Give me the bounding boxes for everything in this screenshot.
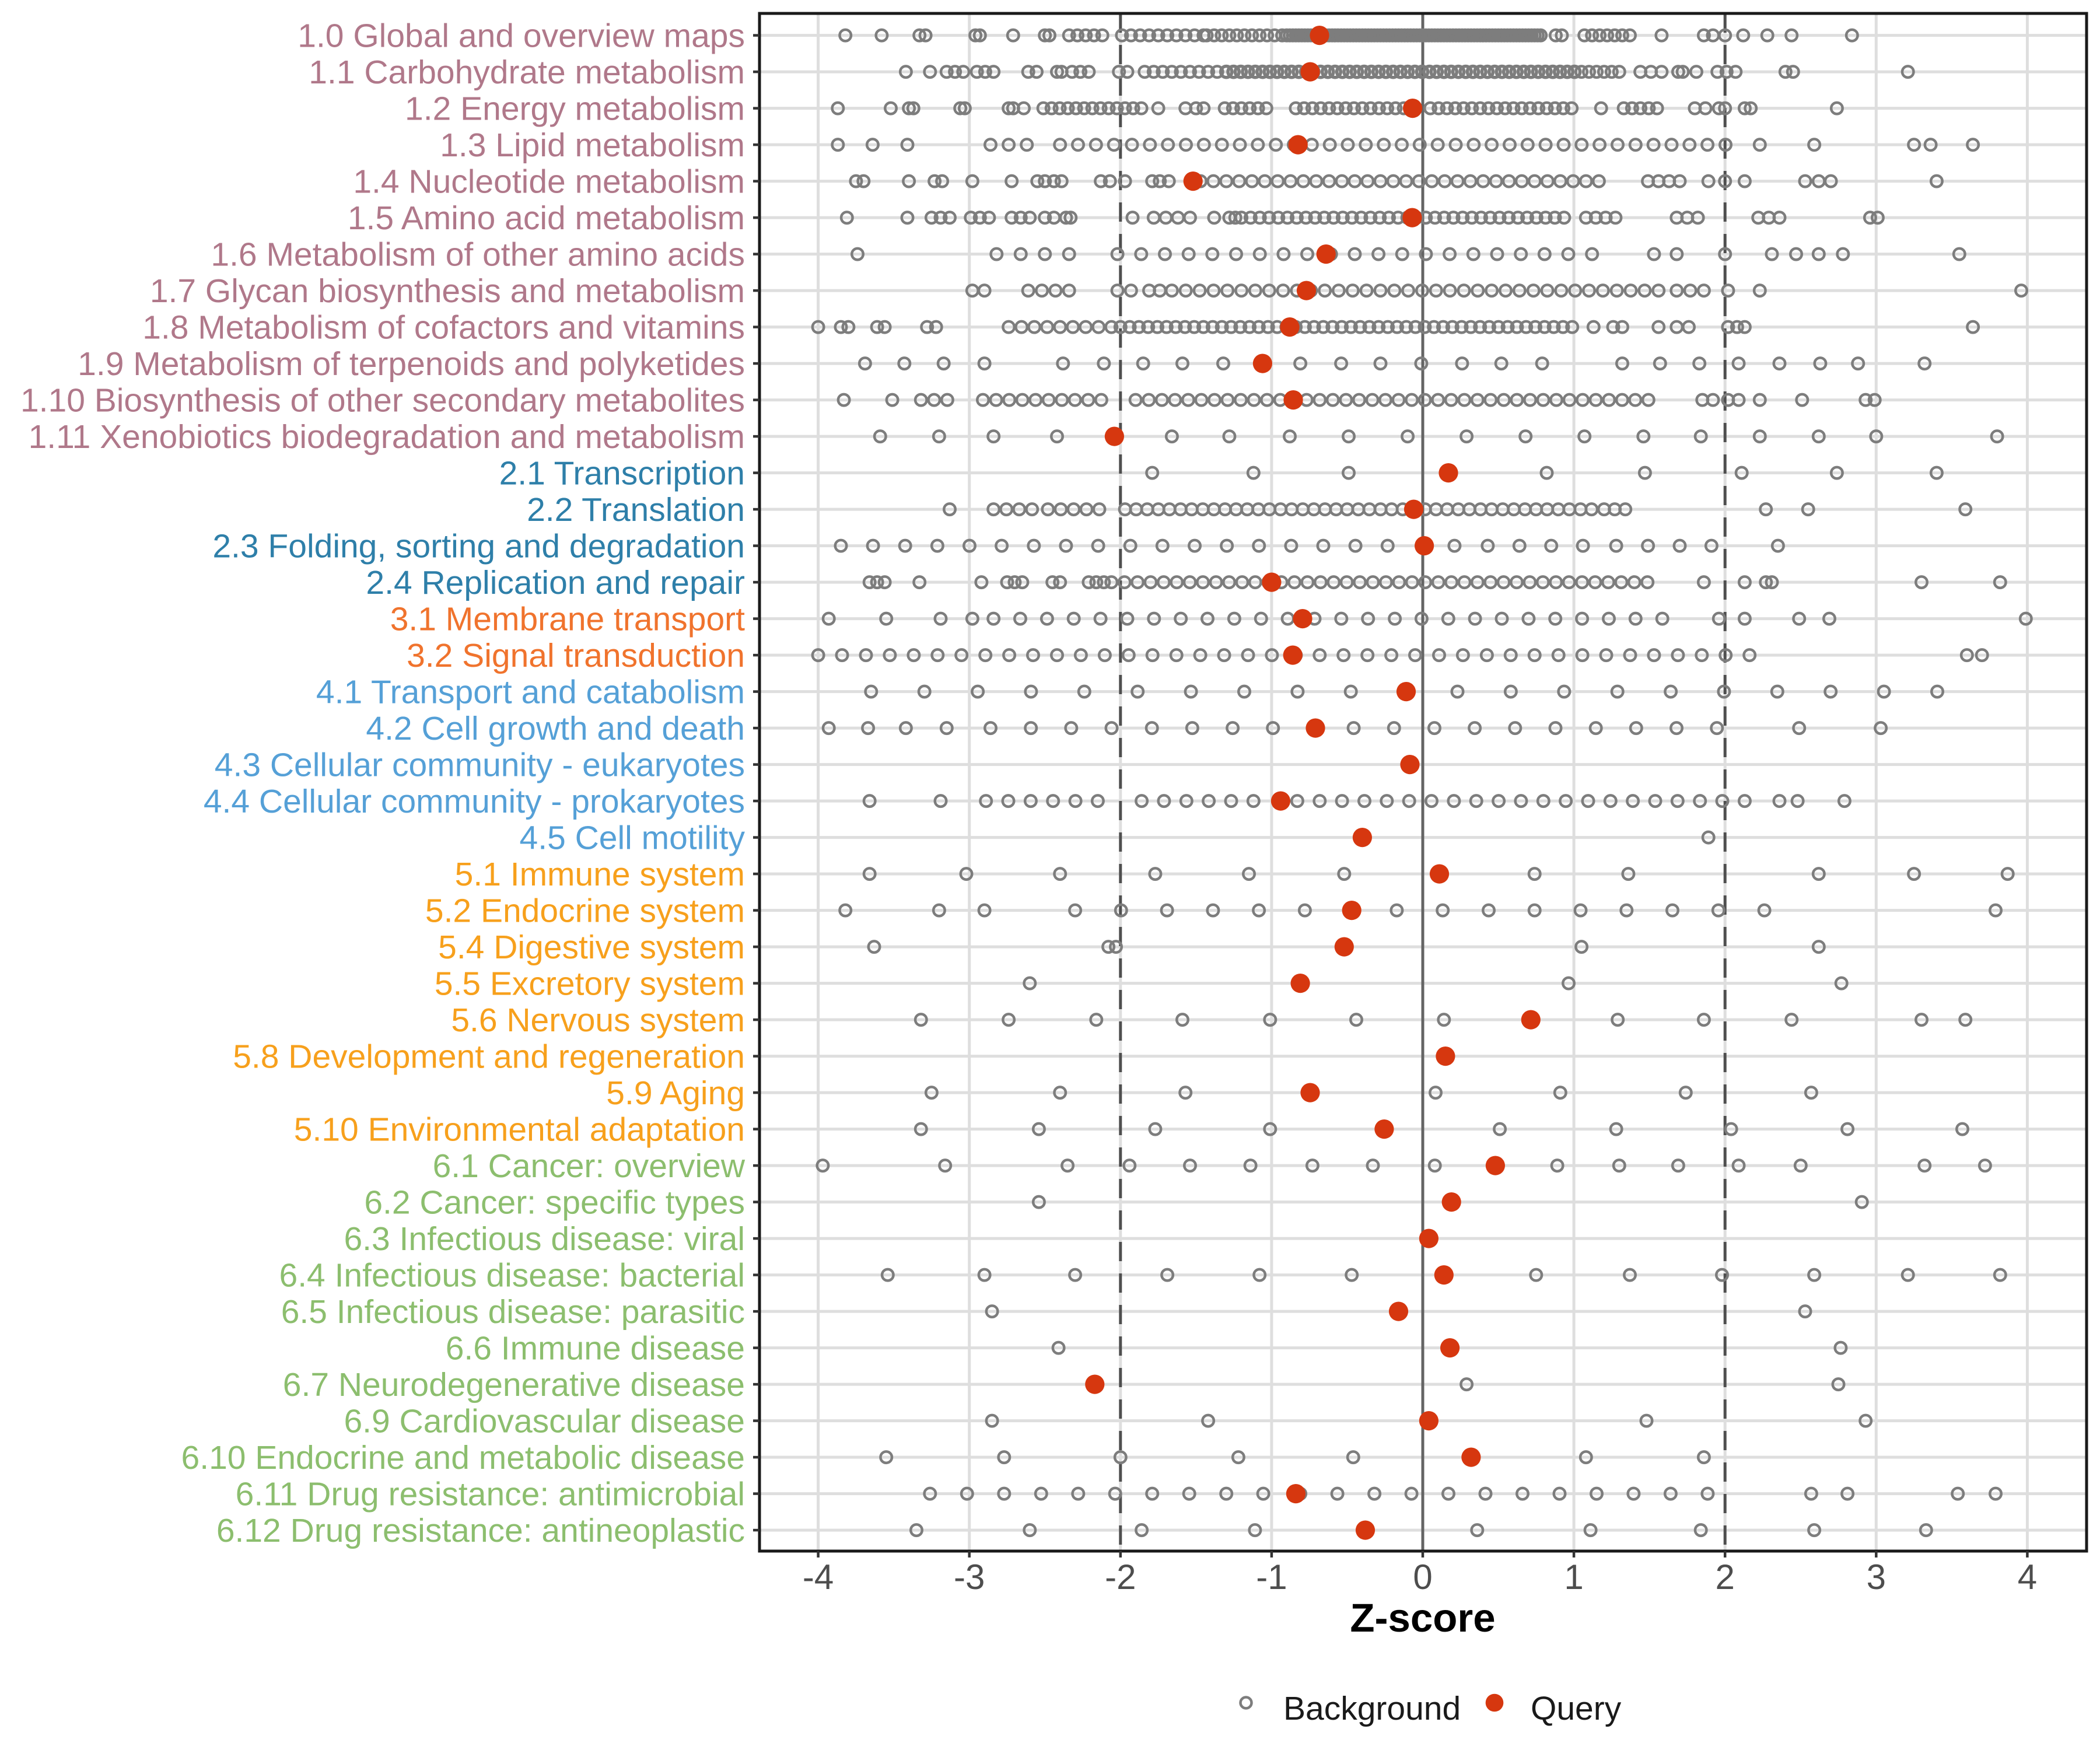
svg-text:1.11 Xenobiotics biodegradatio: 1.11 Xenobiotics biodegradation and meta…	[29, 418, 745, 456]
svg-text:Query: Query	[1531, 1690, 1622, 1727]
svg-text:3.1 Membrane transport: 3.1 Membrane transport	[390, 601, 745, 638]
svg-text:1.6 Metabolism of other amino: 1.6 Metabolism of other amino acids	[211, 236, 745, 274]
svg-text:6.9 Cardiovascular disease: 6.9 Cardiovascular disease	[344, 1403, 745, 1440]
svg-text:1.3 Lipid metabolism: 1.3 Lipid metabolism	[440, 127, 745, 164]
svg-text:Z-score: Z-score	[1350, 1595, 1495, 1640]
svg-text:1.2 Energy metabolism: 1.2 Energy metabolism	[405, 90, 745, 128]
svg-text:-4: -4	[803, 1558, 834, 1597]
svg-text:2.1 Transcription: 2.1 Transcription	[499, 455, 745, 492]
svg-text:1.1 Carbohydrate metabolism: 1.1 Carbohydrate metabolism	[309, 54, 745, 91]
svg-text:0: 0	[1413, 1558, 1432, 1597]
svg-text:5.2 Endocrine system: 5.2 Endocrine system	[425, 892, 745, 930]
svg-text:6.7 Neurodegenerative disease: 6.7 Neurodegenerative disease	[283, 1366, 745, 1404]
svg-text:2.4 Replication and repair: 2.4 Replication and repair	[366, 564, 745, 601]
svg-text:4.3 Cellular community - eukar: 4.3 Cellular community - eukaryotes	[215, 747, 745, 784]
svg-text:4.2 Cell growth and death: 4.2 Cell growth and death	[366, 710, 745, 747]
svg-text:1.0 Global and overview maps: 1.0 Global and overview maps	[298, 18, 745, 55]
svg-text:5.9 Aging: 5.9 Aging	[606, 1074, 745, 1112]
svg-text:5.10 Environmental adaptation: 5.10 Environmental adaptation	[294, 1111, 745, 1149]
svg-text:6.12 Drug resistance: antineop: 6.12 Drug resistance: antineoplastic	[216, 1512, 745, 1549]
svg-text:6.4 Infectious disease: bacter: 6.4 Infectious disease: bacterial	[279, 1257, 745, 1294]
svg-text:6.1 Cancer: overview: 6.1 Cancer: overview	[433, 1147, 746, 1185]
svg-text:5.8 Development and regenerati: 5.8 Development and regeneration	[233, 1038, 745, 1076]
svg-text:3.2 Signal transduction: 3.2 Signal transduction	[407, 637, 745, 674]
svg-text:4.1 Transport and catabolism: 4.1 Transport and catabolism	[316, 674, 745, 711]
svg-text:1.5 Amino acid metabolism: 1.5 Amino acid metabolism	[348, 200, 745, 237]
svg-text:1.10 Biosynthesis of other sec: 1.10 Biosynthesis of other secondary met…	[20, 382, 745, 419]
svg-text:4: 4	[2018, 1558, 2037, 1597]
svg-text:2: 2	[1716, 1558, 1735, 1597]
svg-text:5.6 Nervous system: 5.6 Nervous system	[451, 1002, 745, 1039]
svg-text:6.11 Drug resistance: antimicr: 6.11 Drug resistance: antimicrobial	[236, 1476, 745, 1513]
svg-text:1.9 Metabolism of terpenoids a: 1.9 Metabolism of terpenoids and polyket…	[78, 345, 745, 383]
svg-text:6.5 Infectious disease: parasi: 6.5 Infectious disease: parasitic	[281, 1293, 745, 1331]
svg-text:2.3 Folding, sorting and degra: 2.3 Folding, sorting and degradation	[212, 528, 745, 565]
svg-text:3: 3	[1867, 1558, 1886, 1597]
svg-text:-3: -3	[954, 1558, 985, 1597]
svg-text:Background: Background	[1283, 1690, 1461, 1727]
svg-text:5.4 Digestive system: 5.4 Digestive system	[438, 929, 745, 966]
svg-text:5.1 Immune system: 5.1 Immune system	[455, 856, 745, 893]
svg-text:6.2 Cancer: specific types: 6.2 Cancer: specific types	[364, 1184, 745, 1222]
svg-text:5.5 Excretory system: 5.5 Excretory system	[435, 965, 745, 1003]
svg-text:1: 1	[1564, 1558, 1583, 1597]
svg-text:2.2 Translation: 2.2 Translation	[527, 491, 745, 528]
svg-text:4.5 Cell motility: 4.5 Cell motility	[520, 820, 746, 857]
svg-text:1.7 Glycan biosynthesis and me: 1.7 Glycan biosynthesis and metabolism	[150, 272, 745, 310]
svg-text:6.10 Endocrine and metabolic d: 6.10 Endocrine and metabolic disease	[181, 1439, 745, 1476]
svg-text:-1: -1	[1256, 1558, 1287, 1597]
svg-text:1.8 Metabolism of cofactors an: 1.8 Metabolism of cofactors and vitamins	[142, 309, 745, 346]
svg-text:6.6 Immune disease: 6.6 Immune disease	[446, 1330, 745, 1367]
svg-text:6.3 Infectious disease: viral: 6.3 Infectious disease: viral	[344, 1220, 745, 1258]
svg-text:4.4 Cellular community - proka: 4.4 Cellular community - prokaryotes	[204, 783, 745, 820]
svg-text:1.4 Nucleotide metabolism: 1.4 Nucleotide metabolism	[353, 163, 745, 201]
svg-text:-2: -2	[1105, 1558, 1136, 1597]
